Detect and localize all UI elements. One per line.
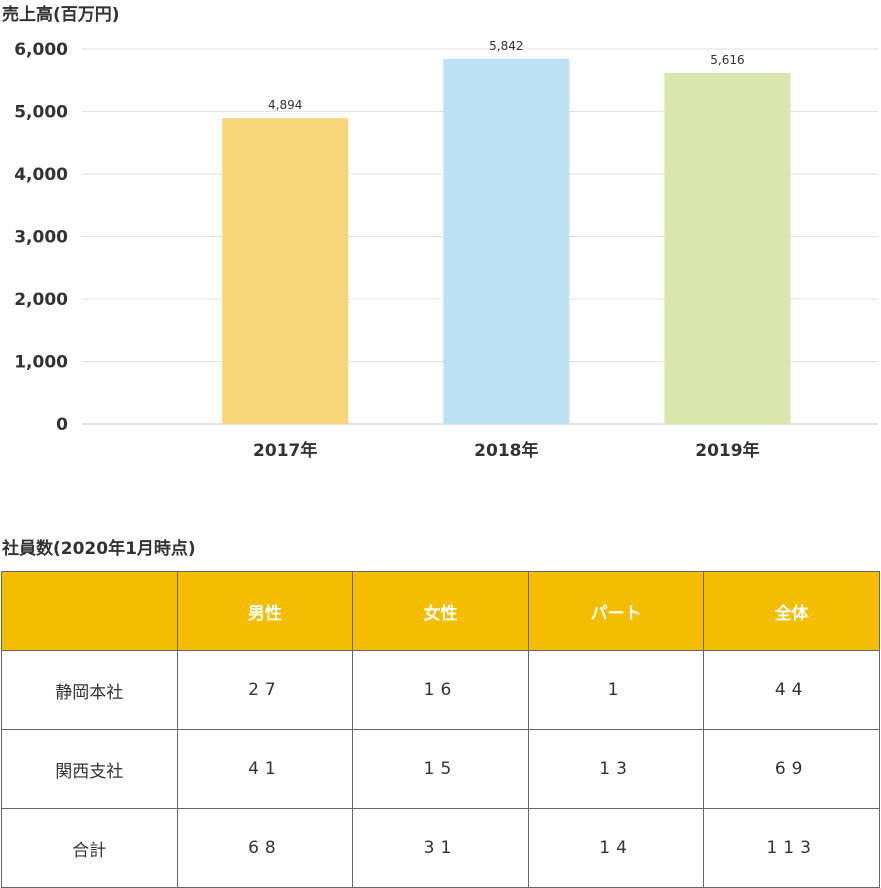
- header-blank: [1, 571, 178, 651]
- table-title: 社員数(2020年1月時点): [2, 539, 196, 559]
- table-row: 静岡本社 27 16 1 44: [1, 650, 880, 730]
- table-row: 関西支社 41 15 13 69: [1, 729, 880, 809]
- header-part-time: パート: [527, 571, 705, 651]
- header-female: 女性: [352, 571, 529, 651]
- y-tick-label: 3,000: [14, 228, 68, 248]
- cell-part-time: 13: [527, 729, 705, 809]
- table-header-row: 男性 女性 パート 全体: [1, 571, 880, 651]
- y-tick-label: 6,000: [14, 40, 68, 60]
- bar: [222, 118, 349, 424]
- cell-male: 68: [176, 808, 354, 888]
- x-tick-label: 2019年: [695, 440, 759, 461]
- cell-total: 69: [703, 729, 880, 809]
- row-label: 関西支社: [1, 729, 178, 809]
- cell-male: 41: [176, 729, 354, 809]
- cell-female: 16: [352, 650, 529, 730]
- cell-total: 113: [703, 808, 880, 888]
- data-label: 5,842: [489, 39, 523, 53]
- y-tick-label: 4,000: [14, 165, 68, 185]
- bar-chart: 0 1,000 2,000 3,000 4,000 5,000 6,000 4,894 2017…: [14, 39, 878, 461]
- cell-male: 27: [176, 650, 354, 730]
- y-tick-label: 2,000: [14, 290, 68, 310]
- chart-title: 売上高(百万円): [2, 5, 120, 25]
- cell-total: 44: [703, 650, 880, 730]
- y-tick-label: 1,000: [14, 353, 68, 373]
- x-tick-label: 2017年: [253, 440, 317, 461]
- y-tick-label: 0: [56, 415, 68, 435]
- staff-table: 男性 女性 パート 全体 静岡本社 27 16 1 44 関西支社 41 15 …: [1, 571, 880, 888]
- row-label: 合計: [1, 808, 178, 888]
- cell-female: 15: [352, 729, 529, 809]
- x-tick-label: 2018年: [474, 440, 538, 461]
- cell-part-time: 1: [527, 650, 705, 730]
- cell-part-time: 14: [527, 808, 705, 888]
- cell-female: 31: [352, 808, 529, 888]
- header-male: 男性: [176, 571, 354, 651]
- bar: [664, 73, 791, 424]
- y-tick-label: 5,000: [14, 103, 68, 123]
- header-total: 全体: [703, 571, 880, 651]
- data-label: 4,894: [268, 98, 302, 112]
- bar: [443, 58, 570, 424]
- data-label: 5,616: [710, 53, 744, 67]
- row-label: 静岡本社: [1, 650, 178, 730]
- table-row: 合計 68 31 14 113: [1, 808, 880, 888]
